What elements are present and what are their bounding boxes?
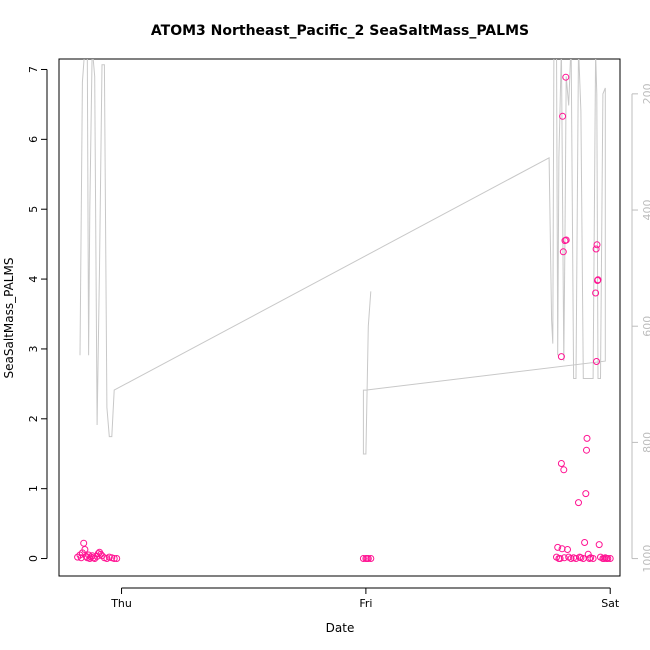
x-tick-label: Fri <box>359 597 372 610</box>
data-point <box>583 434 591 442</box>
data-point <box>572 555 580 562</box>
data-point <box>562 73 570 81</box>
chart-title: ATOM3 Northeast_Pacific_2 SeaSaltMass_PA… <box>151 23 529 39</box>
data-point <box>110 555 118 562</box>
data-point <box>554 543 562 551</box>
right-axis: 200 400 600 800 1000 <box>631 83 650 573</box>
data-point <box>582 490 590 498</box>
line-layer <box>79 59 606 455</box>
plot-frame <box>58 58 621 577</box>
data-point <box>81 546 89 553</box>
data-point <box>594 276 602 284</box>
right-tick-label: 400 <box>641 200 650 221</box>
y-tick-label: 2 <box>27 415 40 422</box>
data-point <box>606 555 614 562</box>
data-point <box>576 553 584 561</box>
data-point <box>559 112 567 120</box>
right-tick-label: 1000 <box>641 545 650 573</box>
y-tick-label: 4 <box>27 276 40 283</box>
data-point <box>586 555 593 562</box>
y-tick-label: 7 <box>27 66 40 73</box>
right-tick-label: 200 <box>641 83 650 104</box>
altitude-line <box>79 59 606 455</box>
y-tick-label: 5 <box>27 206 40 213</box>
data-point <box>367 555 375 562</box>
data-point <box>558 545 566 553</box>
data-point <box>560 466 568 474</box>
data-point <box>593 358 600 365</box>
data-point <box>564 546 571 553</box>
data-point <box>592 245 600 253</box>
x-tick-label: Thu <box>110 597 132 610</box>
data-point <box>604 555 612 562</box>
data-point <box>592 289 600 297</box>
point-layer <box>74 73 614 562</box>
data-point <box>97 550 105 558</box>
data-point <box>562 236 570 244</box>
y-tick-label: 6 <box>27 136 40 143</box>
right-tick-label: 600 <box>641 316 650 337</box>
data-point <box>560 554 568 562</box>
data-point <box>364 555 372 562</box>
data-point <box>593 241 601 249</box>
data-point <box>575 499 582 507</box>
data-point <box>595 541 603 549</box>
data-point <box>589 555 597 562</box>
y-tick-label: 0 <box>27 555 40 562</box>
data-point <box>80 539 88 547</box>
data-point <box>557 353 565 361</box>
x-tick-label: Sat <box>601 597 620 610</box>
y-tick-label: 1 <box>27 485 40 492</box>
data-point <box>359 555 367 562</box>
y-axis-label: SeaSaltMass_PALMS <box>2 258 16 379</box>
data-point <box>113 555 121 562</box>
left-axis: 0 1 2 3 4 5 6 7 <box>27 66 48 562</box>
data-point <box>581 539 589 546</box>
data-point <box>556 555 564 562</box>
data-point <box>583 446 590 454</box>
bottom-axis: Thu Fri Sat <box>110 587 620 610</box>
y-tick-label: 3 <box>27 345 40 352</box>
data-point <box>559 248 567 256</box>
data-point <box>557 460 565 467</box>
x-axis-label: Date <box>326 621 355 635</box>
right-tick-label: 800 <box>641 432 650 453</box>
